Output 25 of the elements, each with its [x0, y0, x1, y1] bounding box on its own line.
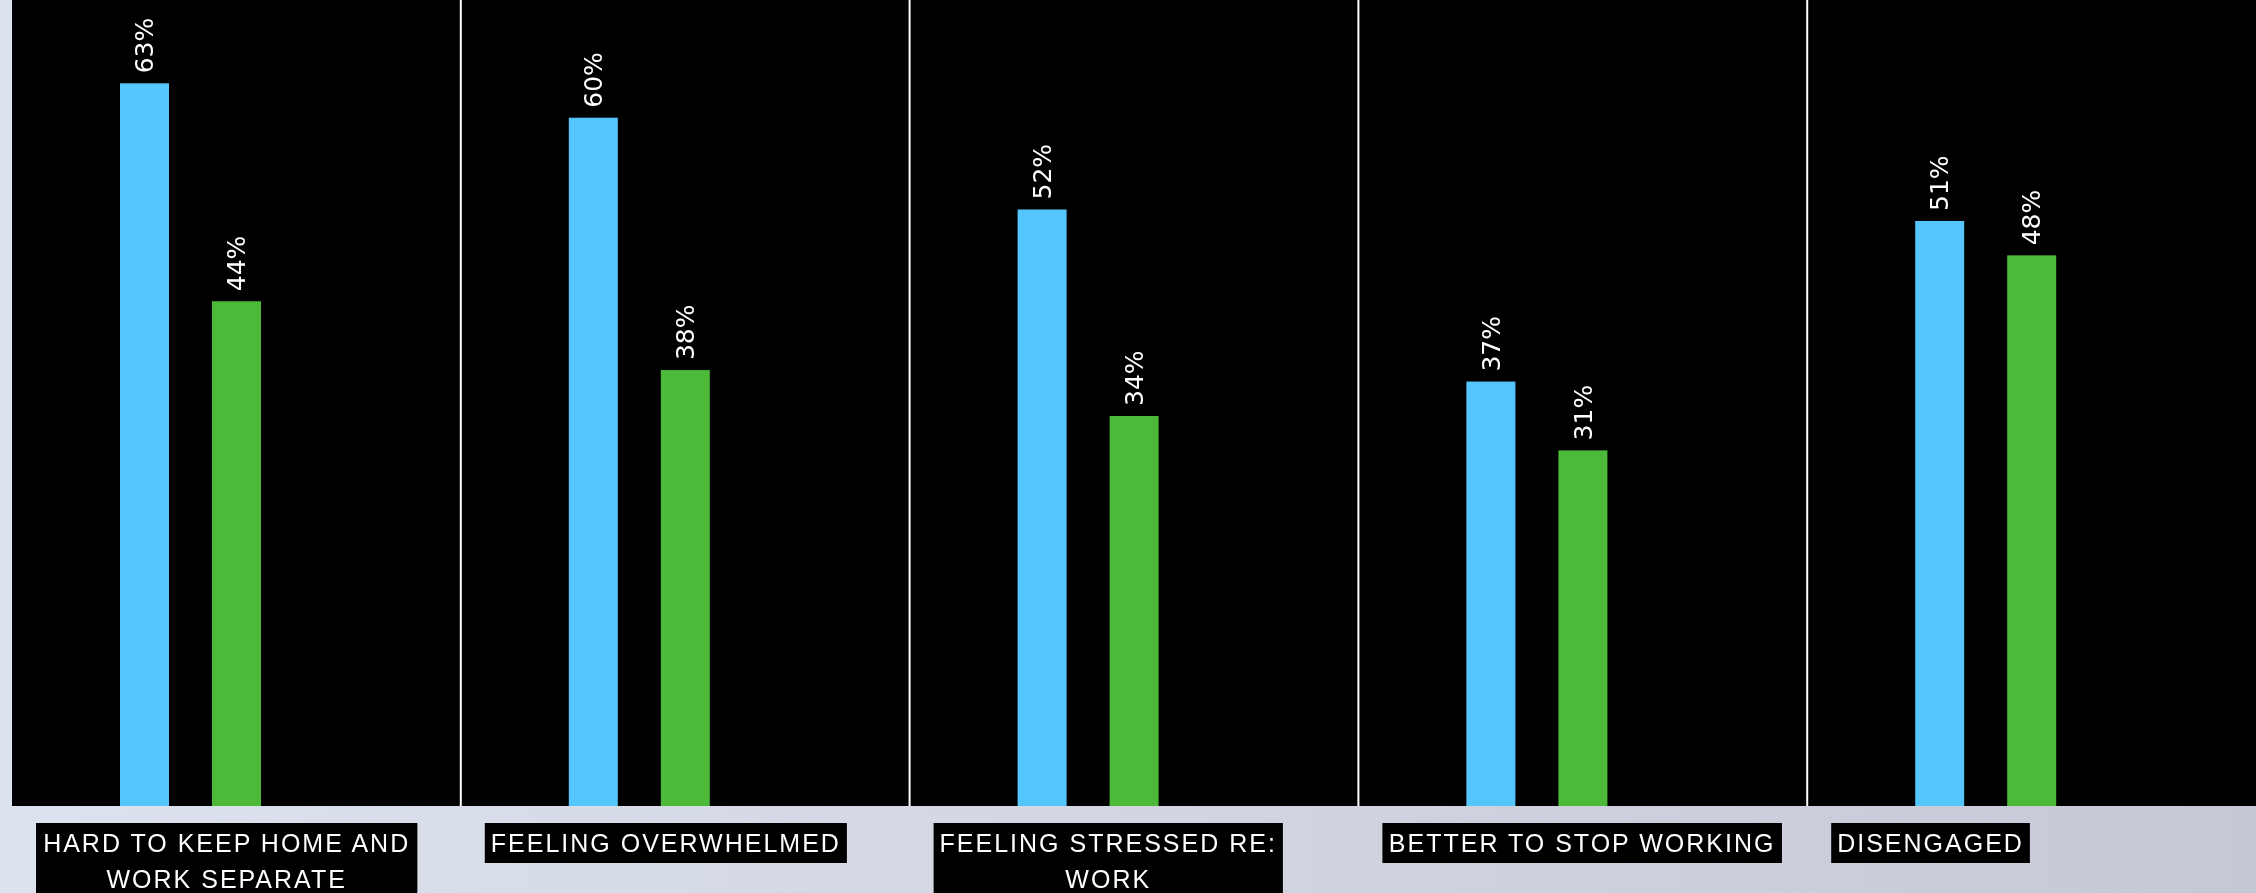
data-label: 37% — [1476, 315, 1506, 372]
x-tick-label: FEELING OVERWHELMED — [490, 828, 841, 857]
bar — [1466, 381, 1516, 806]
data-label: 48% — [2017, 189, 2047, 246]
bar — [120, 83, 169, 806]
data-label: 60% — [579, 52, 609, 108]
x-tick-label: BETTER TO STOP WORKING — [1388, 828, 1776, 857]
bar — [568, 117, 618, 806]
bar — [1017, 209, 1067, 806]
x-tick-label: HARD TO KEEP HOME AND WORK SEPARATE — [43, 828, 411, 893]
data-label: 31% — [1568, 384, 1598, 441]
bar — [212, 301, 261, 806]
data-label: 52% — [1027, 143, 1057, 200]
bar — [1109, 415, 1159, 806]
bar — [1915, 220, 1965, 806]
bar — [2007, 255, 2057, 806]
data-label: 63% — [130, 17, 160, 74]
data-label: 44% — [222, 235, 252, 292]
data-label: 51% — [1925, 155, 1955, 211]
data-label: 38% — [671, 304, 701, 361]
x-tick-label: DISENGAGED — [1837, 828, 2024, 857]
bar — [660, 370, 710, 806]
bar — [1558, 450, 1608, 806]
x-tick-label: FEELING STRESSED RE: WORK — [939, 828, 1277, 893]
data-label: 34% — [1119, 350, 1149, 406]
